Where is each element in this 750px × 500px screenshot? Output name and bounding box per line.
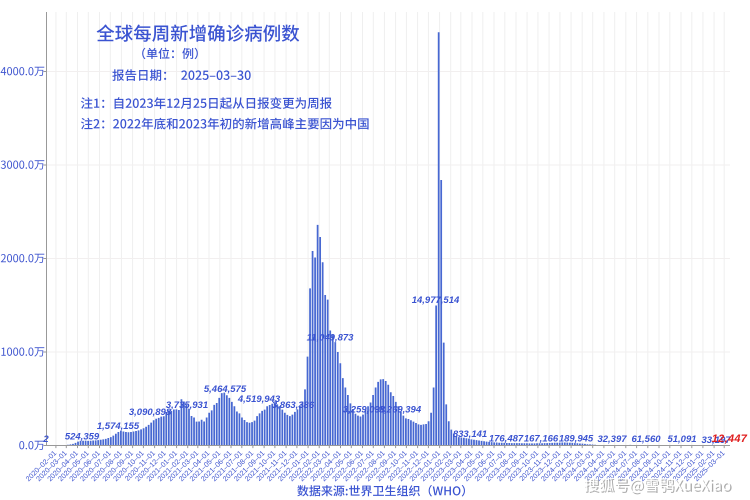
svg-text:524,359: 524,359: [65, 432, 100, 443]
svg-text:4,519,943: 4,519,943: [237, 394, 281, 405]
svg-text:167,166: 167,166: [524, 433, 559, 444]
svg-text:833,141: 833,141: [453, 429, 487, 440]
svg-text:2: 2: [42, 434, 49, 445]
svg-text:3,259,098: 3,259,098: [343, 404, 386, 415]
svg-text:61,560: 61,560: [631, 434, 661, 445]
svg-text:3,269,394: 3,269,394: [379, 404, 422, 415]
svg-text:5,464,575: 5,464,575: [204, 384, 247, 395]
svg-text:3,735,931: 3,735,931: [166, 400, 208, 411]
svg-text:189,945: 189,945: [559, 433, 594, 444]
svg-text:3,090,898: 3,090,898: [129, 407, 172, 418]
svg-text:11,049,873: 11,049,873: [307, 332, 355, 343]
svg-text:1,574,155: 1,574,155: [97, 421, 140, 432]
svg-text:176,487: 176,487: [489, 433, 524, 444]
svg-text:33,197: 33,197: [701, 435, 731, 446]
svg-text:32,397: 32,397: [597, 434, 627, 445]
svg-text:12,447: 12,447: [712, 433, 748, 445]
svg-text:3,863,386: 3,863,386: [272, 400, 315, 411]
svg-text:14,977,514: 14,977,514: [412, 295, 460, 306]
svg-text:51,091: 51,091: [667, 434, 696, 445]
